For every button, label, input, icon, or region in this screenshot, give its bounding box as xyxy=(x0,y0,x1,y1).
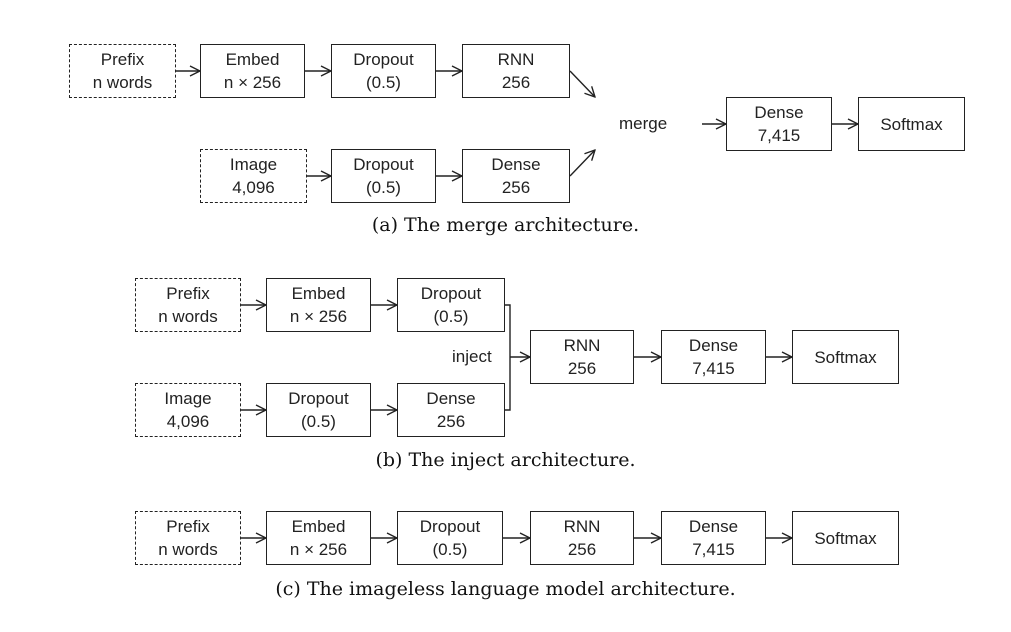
node-label: Softmax xyxy=(880,114,943,134)
node-label: Dense xyxy=(688,336,739,355)
node-a-softmax: Softmax xyxy=(858,97,965,151)
node-b-softmax: Softmax xyxy=(792,330,899,384)
node-sublabel: n words xyxy=(158,540,218,559)
node-sublabel: 7,415 xyxy=(692,540,735,559)
node-label: Dropout xyxy=(353,155,414,174)
node-label: Softmax xyxy=(814,347,877,367)
node-a-prefix: Prefix n words xyxy=(69,44,176,98)
node-a-dense-image: Dense 256 xyxy=(462,149,570,203)
node-label: Image xyxy=(229,155,278,174)
caption-c: (c) The imageless language model archite… xyxy=(275,578,736,600)
node-b-prefix: Prefix n words xyxy=(135,278,241,332)
node-label: Prefix xyxy=(166,284,210,303)
node-b-image: Image 4,096 xyxy=(135,383,241,437)
node-sublabel: 256 xyxy=(436,412,466,431)
inject-bracket xyxy=(505,304,511,411)
node-sublabel: 256 xyxy=(567,540,597,559)
node-label: Prefix xyxy=(100,50,145,69)
node-a-dropout-image: Dropout (0.5) xyxy=(331,149,436,203)
node-label: Softmax xyxy=(814,528,877,548)
node-sublabel: (0.5) xyxy=(366,73,401,92)
node-sublabel: 7,415 xyxy=(692,359,735,378)
node-sublabel: n × 256 xyxy=(223,73,282,92)
node-c-dropout: Dropout (0.5) xyxy=(397,511,503,565)
node-c-rnn: RNN 256 xyxy=(530,511,634,565)
node-sublabel: 4,096 xyxy=(166,412,210,431)
node-sublabel: 256 xyxy=(501,73,531,92)
node-sublabel: 7,415 xyxy=(757,126,801,145)
node-c-prefix: Prefix n words xyxy=(135,511,241,565)
node-label: Dense xyxy=(754,103,804,122)
node-label: Dense xyxy=(426,389,476,408)
node-sublabel: 256 xyxy=(567,359,597,378)
node-sublabel: n words xyxy=(158,307,218,326)
node-label: Dense xyxy=(688,517,739,536)
node-c-embed: Embed n × 256 xyxy=(266,511,371,565)
node-sublabel: 256 xyxy=(501,178,531,197)
node-label: Prefix xyxy=(166,517,210,536)
node-a-dense-out: Dense 7,415 xyxy=(726,97,832,151)
node-label: Embed xyxy=(225,50,280,69)
node-sublabel: (0.5) xyxy=(366,178,401,197)
node-b-dense-out: Dense 7,415 xyxy=(661,330,766,384)
node-a-embed: Embed n × 256 xyxy=(200,44,305,98)
node-label: Dense xyxy=(491,155,541,174)
node-c-softmax: Softmax xyxy=(792,511,899,565)
node-b-dense-image: Dense 256 xyxy=(397,383,505,437)
node-label: Dropout xyxy=(420,284,482,303)
node-sublabel: n × 256 xyxy=(289,540,348,559)
node-label: RNN xyxy=(497,50,535,69)
node-label: Dropout xyxy=(419,517,481,536)
caption-a: (a) The merge architecture. xyxy=(371,214,640,236)
node-label: Dropout xyxy=(353,50,414,69)
merge-label: merge xyxy=(619,114,668,133)
node-label: Image xyxy=(164,389,212,408)
node-a-rnn: RNN 256 xyxy=(462,44,570,98)
node-sublabel: (0.5) xyxy=(432,540,468,559)
caption-b: (b) The inject architecture. xyxy=(375,449,636,471)
node-label: Embed xyxy=(291,517,346,536)
node-sublabel: n × 256 xyxy=(289,307,348,326)
node-label: Dropout xyxy=(288,389,349,408)
inject-label: inject xyxy=(452,347,492,366)
node-label: Embed xyxy=(291,284,346,303)
node-c-dense-out: Dense 7,415 xyxy=(661,511,766,565)
node-sublabel: n words xyxy=(92,73,153,92)
node-sublabel: 4,096 xyxy=(232,178,275,197)
node-a-image: Image 4,096 xyxy=(200,149,307,203)
node-sublabel: (0.5) xyxy=(301,412,336,431)
node-label: RNN xyxy=(563,517,601,536)
node-a-dropout-text: Dropout (0.5) xyxy=(331,44,436,98)
node-b-rnn: RNN 256 xyxy=(530,330,634,384)
arrow-a-rnn-merge xyxy=(569,70,595,97)
arrow-a-dense-merge xyxy=(569,150,595,177)
node-b-embed: Embed n × 256 xyxy=(266,278,371,332)
node-label: RNN xyxy=(563,336,601,355)
node-b-dropout-text: Dropout (0.5) xyxy=(397,278,505,332)
node-b-dropout-image: Dropout (0.5) xyxy=(266,383,371,437)
node-sublabel: (0.5) xyxy=(433,307,469,326)
